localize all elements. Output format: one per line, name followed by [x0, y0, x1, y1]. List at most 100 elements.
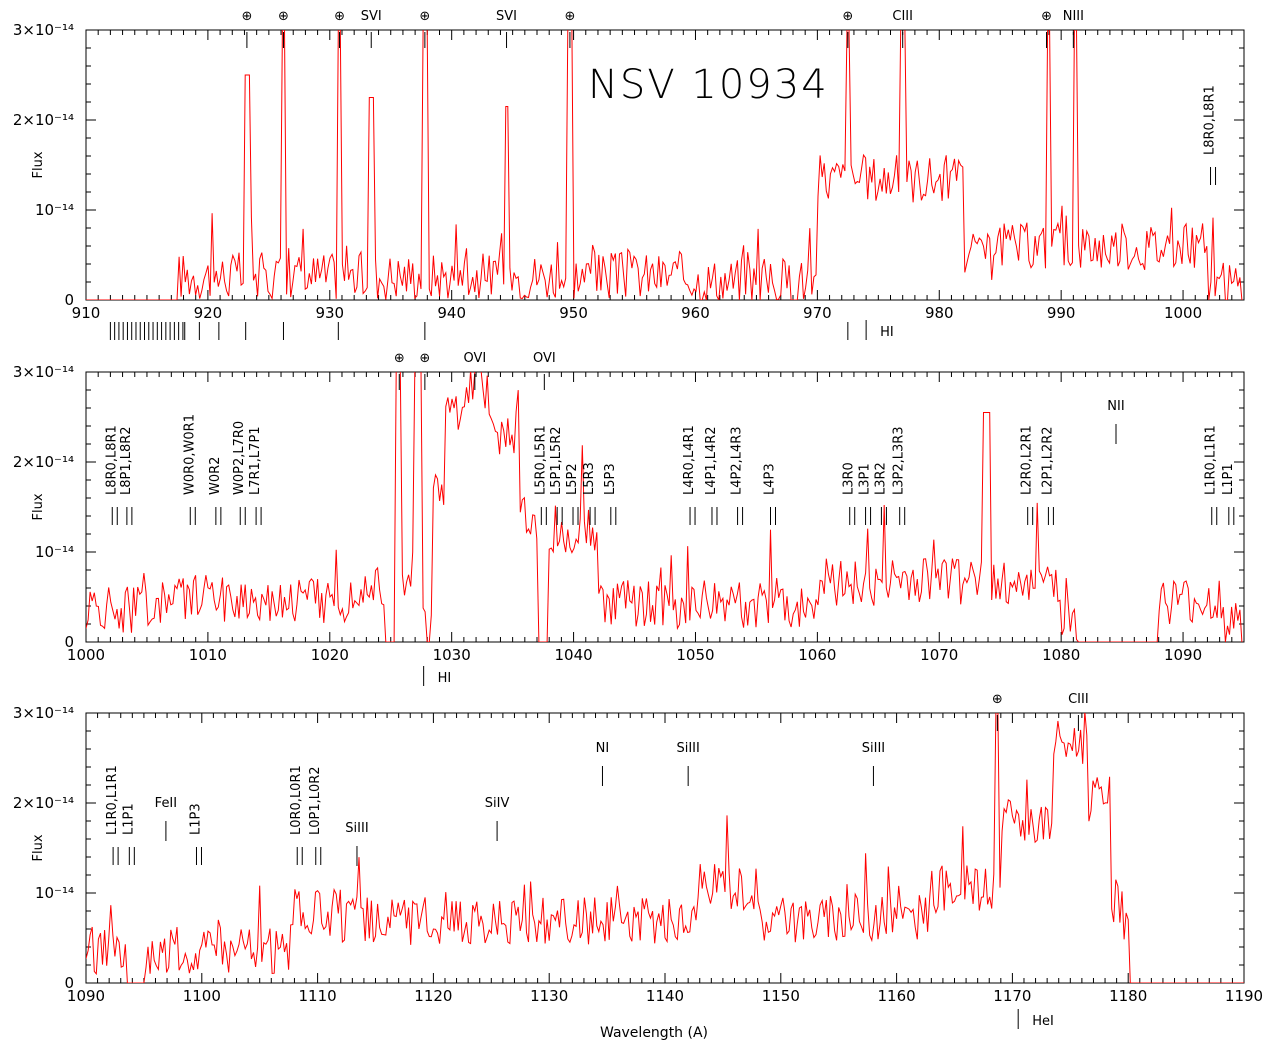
x-tick-label: 940	[437, 304, 466, 322]
x-tick-label: 1110	[299, 987, 337, 1005]
line-id-label: SiIII	[345, 821, 368, 836]
h2-line-label: L3P2,L3R3	[892, 426, 907, 495]
x-tick-label: 1100	[183, 987, 221, 1005]
line-id-label: NIII	[1063, 9, 1084, 24]
line-id-label: NI	[596, 741, 610, 756]
line-id-label: OVI	[533, 351, 556, 366]
line-id-label: ⊕	[419, 9, 430, 24]
x-tick-label: 920	[194, 304, 223, 322]
x-tick-label: 1050	[676, 646, 714, 664]
y-tick-label: 3×10⁻¹⁴	[13, 363, 74, 381]
h2-line-label: L5P2	[565, 463, 580, 495]
h2-line-label: L5R3	[582, 462, 597, 495]
h2-line-label: L5P3	[603, 463, 618, 495]
x-tick-label: 1170	[993, 987, 1031, 1005]
x-tick-label: 910	[72, 304, 101, 322]
line-id-label: FeII	[155, 796, 177, 811]
line-id-label: HI	[438, 671, 452, 686]
y-tick-label: 10⁻¹⁴	[35, 201, 74, 219]
x-tick-label: 1160	[878, 987, 916, 1005]
line-id-label: NII	[1107, 399, 1124, 414]
h2-line-label: L4P3	[762, 463, 777, 495]
y-tick-label: 3×10⁻¹⁴	[13, 704, 74, 722]
y-tick-label: 10⁻¹⁴	[35, 884, 74, 902]
h2-line-label: L3R2	[873, 462, 888, 495]
y-axis-label: Flux	[31, 151, 46, 178]
line-id-label: ⊕	[419, 351, 430, 366]
h2-line-label: L5R0,L5R1	[533, 425, 548, 495]
line-id-label: CIII	[1068, 692, 1089, 707]
h2-line-label: W0R0,W0R1	[182, 414, 197, 495]
y-tick-label: 10⁻¹⁴	[35, 543, 74, 561]
x-tick-label: 1120	[414, 987, 452, 1005]
plot-frame	[85, 712, 1245, 984]
line-id-label: ⊕	[334, 9, 345, 24]
x-tick-label: 1090	[1164, 646, 1202, 664]
h2-line-label: L1P3	[188, 803, 203, 835]
x-tick-label: 990	[1047, 304, 1076, 322]
line-id-label: ⊕	[564, 9, 575, 24]
line-id-label: ⊕	[241, 9, 252, 24]
h2-line-label: L5P1,L5R2	[549, 426, 564, 495]
line-id-label: SVI	[361, 9, 382, 24]
line-id-label: ⊕	[992, 692, 1003, 707]
x-tick-label: 1080	[1042, 646, 1080, 664]
y-tick-label: 0	[64, 974, 74, 992]
y-tick-label: 3×10⁻¹⁴	[13, 21, 74, 39]
plot-frame	[85, 371, 1245, 643]
line-id-label: ⊕	[394, 351, 405, 366]
x-tick-label: 1070	[920, 646, 958, 664]
x-axis-label: Wavelength (A)	[600, 1025, 708, 1041]
h2-line-label: L0R0,L0R1	[289, 765, 304, 835]
y-tick-label: 2×10⁻¹⁴	[13, 453, 74, 471]
x-tick-label: 1130	[530, 987, 568, 1005]
y-axis-label: Flux	[31, 493, 46, 520]
line-id-label: SVI	[496, 9, 517, 24]
h2-line-label: L3P1	[858, 463, 873, 495]
x-tick-label: 1090	[67, 987, 105, 1005]
x-tick-label: 980	[925, 304, 954, 322]
x-tick-label: 1030	[433, 646, 471, 664]
panel-1: 910 920 930 940 950 960 970 980 990 1000 0 10⁻¹⁴ 2×1…	[13, 9, 1245, 340]
spectrum-line	[86, 372, 1243, 642]
x-tick-label: 1040	[554, 646, 592, 664]
y-tick-label: 0	[64, 291, 74, 309]
line-id-label: HI	[880, 325, 894, 340]
h2-line-label: L7R1,L7P1	[248, 426, 263, 495]
y-tick-label: 0	[64, 633, 74, 651]
line-id-label: ⊕	[842, 9, 853, 24]
y-tick-label: 2×10⁻¹⁴	[13, 111, 74, 129]
h2-line-label: L0P1,L0R2	[308, 766, 323, 835]
h2-line-label: L1R0,L1R1	[105, 765, 120, 835]
h2-line-label: L2R0,L2R1	[1020, 425, 1035, 495]
line-id-label: SiIII	[862, 741, 885, 756]
h2-line-label: L8R0,L8R1	[1203, 85, 1218, 155]
x-tick-label: 970	[803, 304, 832, 322]
h2-line-label: L1P1	[1221, 463, 1236, 495]
x-tick-label: 930	[315, 304, 344, 322]
line-id-label: ⊕	[278, 9, 289, 24]
panel-3: 1090 1100 1110 1120 1130 1140 1150 1160 1170 1180…	[13, 692, 1263, 1029]
x-tick-label: 1140	[646, 987, 684, 1005]
chart-title: NSV 10934	[588, 62, 829, 108]
x-tick-label: 950	[559, 304, 588, 322]
h2-line-label: L8R0,L8R1	[104, 425, 119, 495]
line-id-label: SiIII	[676, 741, 699, 756]
x-tick-label: 1020	[311, 646, 349, 664]
h2-line-label: L4P1,L4R2	[704, 426, 719, 495]
h2-line-label: W0P2,L7R0	[232, 421, 247, 495]
line-id-label: CIII	[892, 9, 913, 24]
plot-frame	[85, 29, 1245, 301]
x-tick-label: 1060	[798, 646, 836, 664]
x-tick-label: 960	[681, 304, 710, 322]
h2-line-label: L1R0,L1R1	[1204, 425, 1219, 495]
h2-line-label: L1P1	[121, 803, 136, 835]
line-id-label: HeI	[1032, 1014, 1054, 1029]
h2-line-label: L3R0	[842, 462, 857, 495]
h2-line-label: W0R2	[208, 457, 223, 495]
x-tick-label: 1180	[1109, 987, 1147, 1005]
x-tick-label: 1000	[1164, 304, 1202, 322]
spectrum-line	[86, 713, 1244, 983]
line-id-label: OVI	[463, 351, 486, 366]
